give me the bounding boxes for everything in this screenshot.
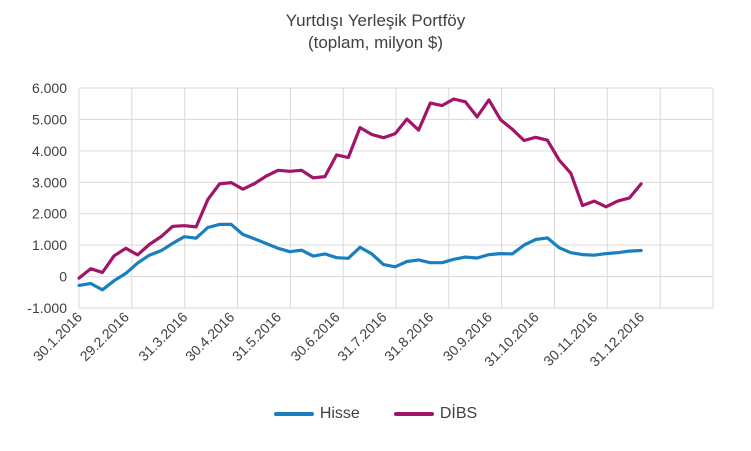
y-tick-label: 1.000: [32, 237, 67, 253]
series-line-dibs: [77, 97, 643, 280]
legend-swatch-hisse: [273, 412, 314, 416]
y-tick-label: 2.000: [32, 206, 67, 222]
y-tick-label: -1.000: [27, 300, 67, 316]
x-tick-label: 31.3.2016: [135, 309, 191, 365]
legend-item-hisse: Hisse: [273, 405, 360, 423]
chart-title: Yurtdışı Yerleşik Portföy: [285, 11, 466, 30]
y-tick-label: 0: [59, 269, 67, 285]
y-tick-label: 5.000: [32, 111, 67, 127]
legend-item-dibs: DİBS: [393, 405, 478, 423]
legend-label-dibs: DİBS: [439, 405, 478, 422]
x-tick-label: 30.1.2016: [30, 309, 86, 365]
chart-subtitle: (toplam, milyon $): [307, 33, 444, 52]
x-tick-label: 31.5.2016: [229, 309, 285, 365]
x-tick-label: 31.7.2016: [334, 309, 390, 365]
y-tick-label: 6.000: [32, 80, 67, 96]
x-tick-label: 29.2.2016: [77, 309, 133, 365]
y-tick-label: 4.000: [32, 143, 67, 159]
y-tick-label: 3.000: [32, 174, 67, 190]
x-tick-label: 30.4.2016: [182, 309, 238, 365]
series-line-hisse: [77, 222, 643, 292]
legend-swatch-dibs: [393, 412, 434, 416]
chart-title-block: Yurtdışı Yerleşik Portföy (toplam, milyo…: [0, 10, 751, 54]
x-tick-label: 30.6.2016: [287, 309, 343, 365]
x-tick-label: 31.8.2016: [381, 309, 437, 365]
legend-label-hisse: Hisse: [319, 405, 360, 422]
chart-legend: Hisse DİBS: [0, 405, 751, 423]
